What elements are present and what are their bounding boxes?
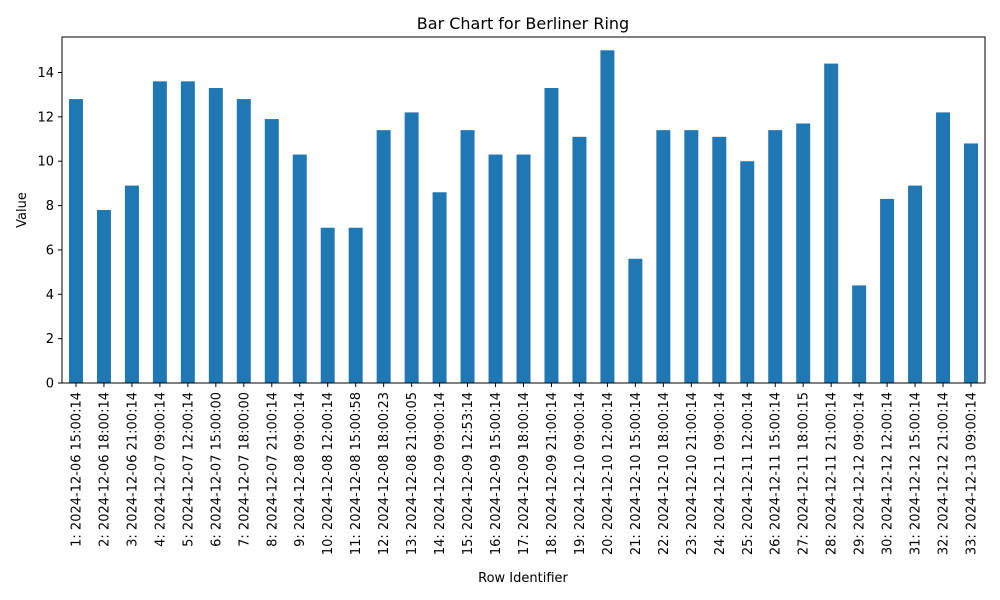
y-tick-label: 12 bbox=[37, 110, 54, 125]
bar bbox=[796, 123, 811, 383]
x-tick-label: 23: 2024-12-10 21:00:14 bbox=[685, 392, 700, 555]
bar bbox=[516, 154, 531, 383]
chart-title: Bar Chart for Berliner Ring bbox=[417, 14, 629, 33]
y-axis-label: Value bbox=[15, 192, 30, 228]
x-tick-label: 16: 2024-12-09 15:00:14 bbox=[489, 392, 504, 555]
x-axis-label: Row Identifier bbox=[478, 571, 568, 586]
x-tick-label: 11: 2024-12-08 15:00:58 bbox=[349, 392, 364, 555]
x-tick-label: 15: 2024-12-09 12:53:14 bbox=[461, 392, 476, 555]
x-tick-label: 8: 2024-12-07 21:00:14 bbox=[265, 392, 280, 547]
bar bbox=[488, 154, 503, 383]
bar bbox=[824, 63, 839, 384]
bar bbox=[656, 130, 671, 383]
x-tick-label: 9: 2024-12-08 09:00:14 bbox=[293, 392, 308, 547]
x-tick-label: 18: 2024-12-09 21:00:14 bbox=[545, 392, 560, 555]
bar bbox=[404, 112, 419, 383]
x-tick-label: 3: 2024-12-06 21:00:14 bbox=[125, 392, 140, 547]
plot-area: 0 2 4 6 8 10 12 14 1: 2024-12-06 15:00:14 2: 2024… bbox=[37, 36, 986, 555]
x-tick-label: 33: 2024-12-13 09:00:14 bbox=[965, 392, 980, 555]
bar bbox=[460, 130, 475, 383]
x-tick-label: 22: 2024-12-10 18:00:14 bbox=[657, 392, 672, 555]
x-tick-label: 5: 2024-12-07 12:00:14 bbox=[181, 392, 196, 547]
bar bbox=[124, 185, 139, 383]
x-tick-label: 12: 2024-12-08 18:00:23 bbox=[377, 392, 392, 555]
bar bbox=[208, 88, 223, 383]
bar bbox=[152, 81, 167, 384]
bar bbox=[964, 143, 978, 383]
x-tick-label: 32: 2024-12-12 21:00:14 bbox=[937, 392, 952, 555]
y-tick-label: 0 bbox=[46, 377, 54, 392]
bar bbox=[572, 136, 587, 383]
x-tick-label: 26: 2024-12-11 15:00:14 bbox=[769, 392, 784, 555]
x-tick-label: 6: 2024-12-07 15:00:00 bbox=[209, 392, 224, 547]
bar bbox=[264, 119, 279, 383]
x-tick-label: 4: 2024-12-07 09:00:14 bbox=[153, 392, 168, 547]
bar bbox=[908, 185, 923, 383]
x-tick-label: 21: 2024-12-10 15:00:14 bbox=[629, 392, 644, 555]
x-tick-label: 27: 2024-12-11 18:00:15 bbox=[797, 392, 812, 555]
y-tick-label: 2 bbox=[46, 332, 54, 347]
bar bbox=[376, 130, 391, 383]
bar bbox=[880, 198, 895, 383]
x-tick-label: 24: 2024-12-11 09:00:14 bbox=[713, 392, 728, 555]
x-tick-label: 29: 2024-12-12 09:00:14 bbox=[853, 392, 868, 555]
x-tick-label: 10: 2024-12-08 12:00:14 bbox=[321, 392, 336, 555]
x-tick-label: 19: 2024-12-10 09:00:14 bbox=[573, 392, 588, 555]
bar bbox=[68, 99, 83, 383]
x-tick-label: 31: 2024-12-12 15:00:14 bbox=[909, 392, 924, 555]
x-tick-label: 2: 2024-12-06 18:00:14 bbox=[97, 392, 112, 547]
y-tick-label: 4 bbox=[46, 288, 54, 303]
y-tick-label: 10 bbox=[37, 155, 54, 170]
x-tick-label: 7: 2024-12-07 18:00:00 bbox=[237, 392, 252, 547]
bar bbox=[320, 227, 335, 383]
bar bbox=[936, 112, 951, 383]
bar bbox=[684, 130, 699, 383]
y-tick-label: 14 bbox=[37, 66, 54, 81]
bar bbox=[852, 285, 867, 383]
x-tick-label: 14: 2024-12-09 09:00:14 bbox=[433, 392, 448, 555]
x-tick-label: 1: 2024-12-06 15:00:14 bbox=[69, 392, 84, 547]
x-tick-label: 17: 2024-12-09 18:00:14 bbox=[517, 392, 532, 555]
bar bbox=[292, 154, 307, 383]
bar bbox=[432, 192, 447, 383]
bar bbox=[740, 161, 755, 383]
bar bbox=[180, 81, 195, 384]
bar bbox=[628, 258, 643, 383]
bar bbox=[96, 210, 111, 383]
bar bbox=[768, 130, 783, 383]
bar bbox=[236, 99, 251, 383]
bar bbox=[712, 136, 727, 383]
bar bbox=[348, 227, 363, 383]
y-tick-label: 8 bbox=[46, 199, 54, 214]
x-tick-label: 25: 2024-12-11 12:00:14 bbox=[741, 392, 756, 555]
x-tick-label: 20: 2024-12-10 12:00:14 bbox=[601, 392, 616, 555]
x-tick-label: 13: 2024-12-08 21:00:05 bbox=[405, 392, 420, 555]
y-tick-label: 6 bbox=[46, 243, 54, 258]
x-tick-label: 28: 2024-12-11 21:00:14 bbox=[825, 392, 840, 555]
bar bbox=[600, 50, 615, 384]
x-tick-label: 30: 2024-12-12 12:00:14 bbox=[881, 392, 896, 555]
bar bbox=[544, 88, 559, 383]
